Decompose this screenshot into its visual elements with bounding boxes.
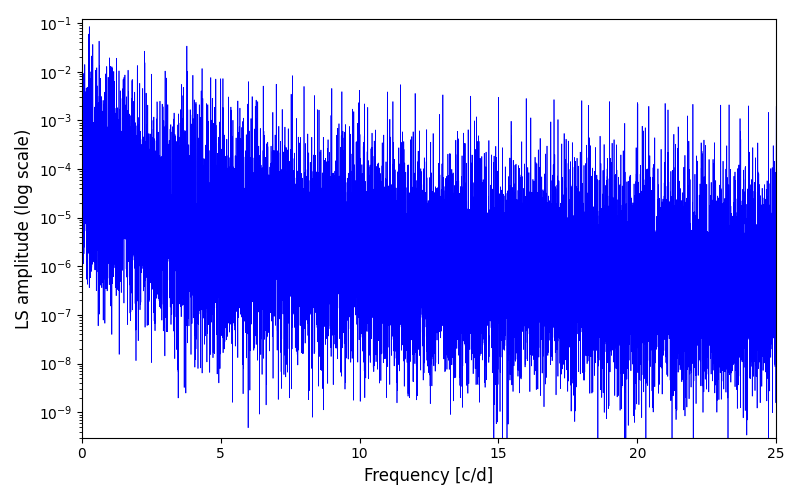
Y-axis label: LS amplitude (log scale): LS amplitude (log scale): [15, 128, 33, 328]
X-axis label: Frequency [c/d]: Frequency [c/d]: [364, 467, 494, 485]
